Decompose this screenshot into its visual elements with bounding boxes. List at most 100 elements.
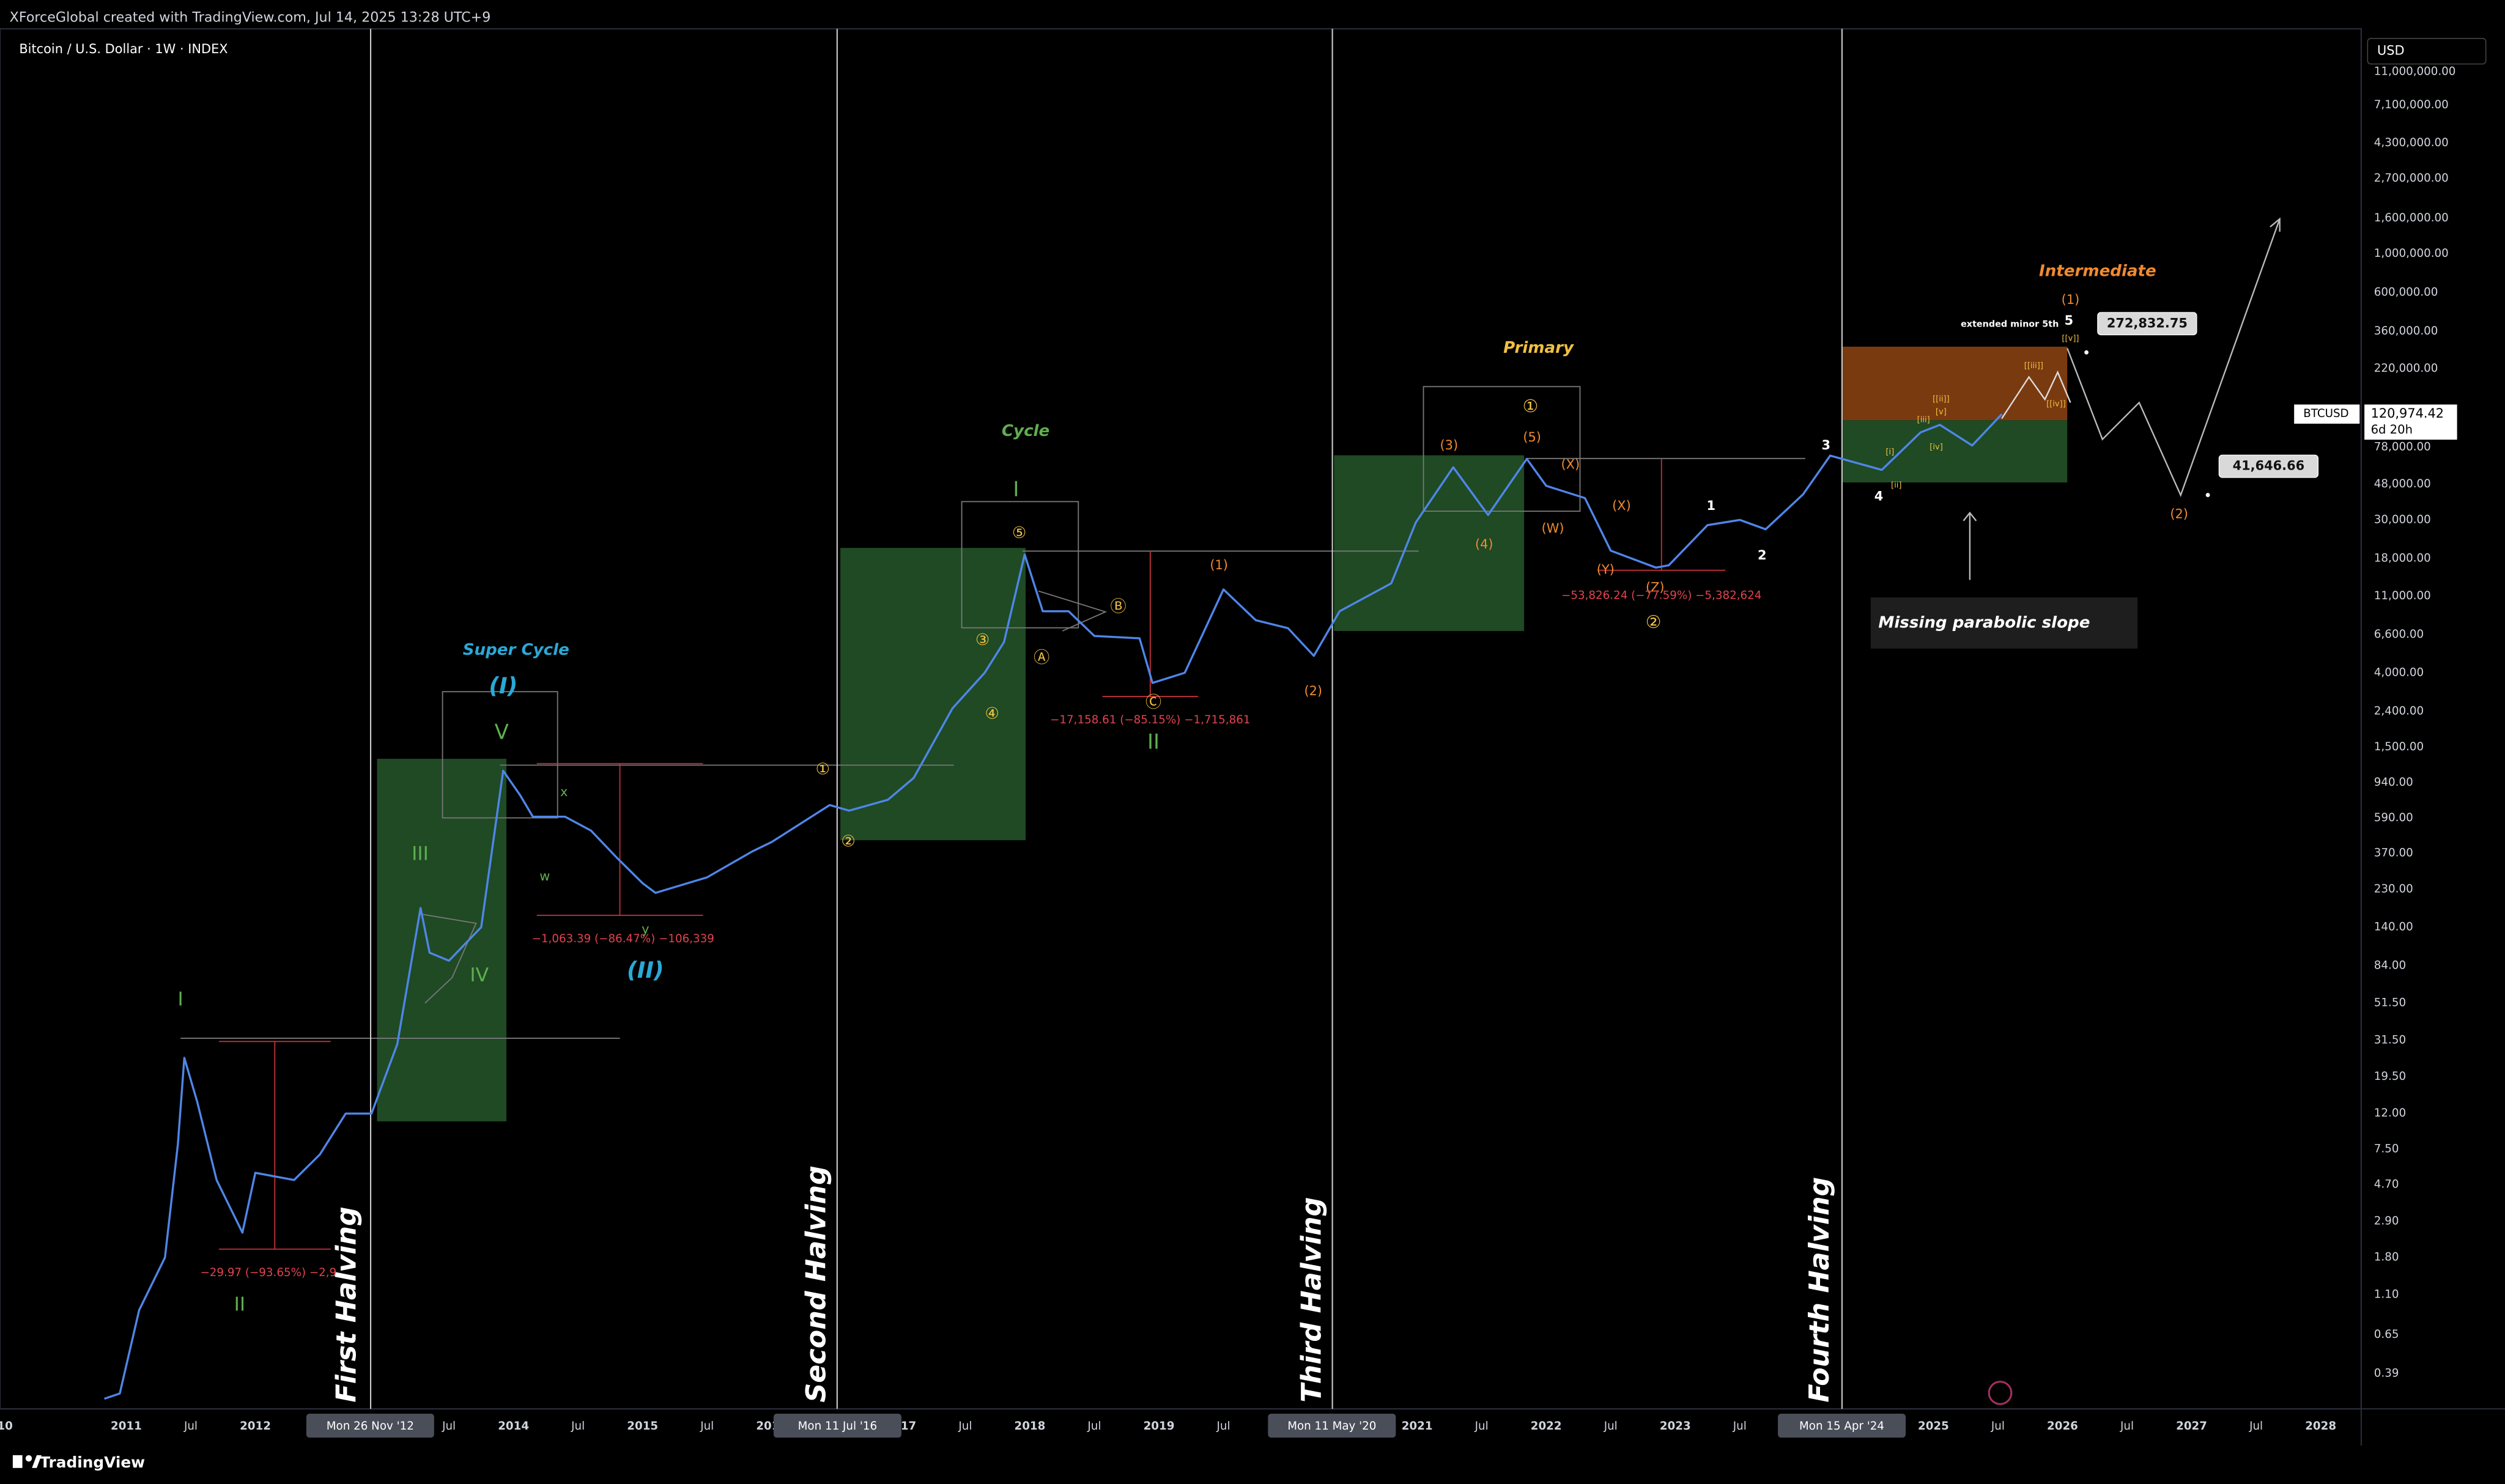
y-tick-label: 4.70 [2374, 1178, 2399, 1191]
note-box [1870, 597, 2138, 649]
header: XForceGlobal created with TradingView.co… [10, 9, 491, 25]
y-tick-label: 230.00 [2374, 883, 2413, 896]
annotation: [[iii]] [2024, 361, 2043, 371]
target-box [2218, 454, 2319, 478]
y-tick-label: 1.80 [2374, 1251, 2399, 1264]
wave-boxes [180, 386, 1805, 1039]
y-tick-label: 4,300,000.00 [2374, 136, 2449, 149]
annotation: −29.97 (−93.65%) −2,9 [200, 1266, 336, 1279]
price-line [104, 413, 2003, 1400]
wave-box [442, 691, 558, 819]
annotation: Primary [1503, 339, 1574, 357]
x-tick-label: 2025 [1918, 1420, 1949, 1433]
y-tick-label: 1,000,000.00 [2374, 247, 2449, 260]
annotation: w [539, 869, 550, 884]
annotation: II [234, 1293, 245, 1315]
annotation: (2) [2170, 506, 2188, 521]
currency: USD [2377, 43, 2405, 58]
annotation: V [495, 720, 509, 745]
target-label: 41,646.66 [2233, 459, 2305, 473]
y-tick-label: 0.39 [2374, 1367, 2399, 1379]
symbol-title: Bitcoin / U.S. Dollar · 1W · INDEX [19, 42, 228, 56]
wave-box [1423, 386, 1581, 512]
halving-tick-box [306, 1413, 434, 1438]
price-box [2364, 404, 2457, 440]
annotation: extended minor 5th [1961, 319, 2059, 329]
halving-label: Fourth Halving [1804, 1177, 1835, 1403]
y-tick-label: 2,400.00 [2374, 705, 2424, 718]
annotation: Missing parabolic slope [1878, 613, 2090, 632]
zone [840, 548, 1026, 841]
annotation: ③ [975, 631, 990, 649]
zone [1841, 346, 2068, 421]
y-tick-label: 2,700,000.00 [2374, 172, 2449, 185]
x-tick-label: Jul [571, 1420, 585, 1433]
x-tick-label: 2023 [1660, 1420, 1691, 1433]
halving-tick-label: Mon 11 Jul '16 [798, 1420, 877, 1433]
target-point [2205, 493, 2210, 497]
annotation: (2) [1304, 684, 1322, 698]
icon [1988, 1381, 2013, 1405]
annotation: ⑤ [1012, 524, 1026, 542]
y-tick-label: 0.65 [2374, 1328, 2399, 1341]
halving-label: Third Halving [1296, 1197, 1327, 1403]
annotation: 5 [2065, 313, 2074, 328]
annotation: (4) [1475, 537, 1493, 552]
annotation: [[v]] [2062, 334, 2079, 343]
annotation: Ⓑ [1111, 597, 1127, 616]
projection-path [2001, 370, 2071, 419]
annotation: [iii] [1917, 416, 1930, 425]
halving-lines [369, 29, 1843, 1409]
annotation: ① [1523, 396, 1539, 416]
halving-label: First Halving [331, 1206, 362, 1402]
annotation: (II) [627, 957, 664, 983]
x-tick-label: Jul [1991, 1420, 2005, 1433]
triangle [418, 913, 477, 1004]
annotation: Cycle [1002, 422, 1049, 440]
x-tick-label: 2012 [240, 1420, 271, 1433]
annotation: (X) [1561, 457, 1580, 471]
target-point [2084, 350, 2089, 355]
currency-box [2367, 38, 2487, 65]
zone [1334, 455, 1525, 631]
x-tick-label: 2027 [2176, 1420, 2207, 1433]
annotation: IV [470, 964, 489, 986]
y-tick-label: 1.10 [2374, 1288, 2399, 1301]
annotation: (3) [1440, 438, 1459, 452]
target-label: 272,832.75 [2107, 316, 2188, 330]
logo-mark [25, 1455, 32, 1462]
x-tick-label: 2026 [2047, 1420, 2078, 1433]
annotation: y [642, 921, 649, 936]
annotation: ② [841, 832, 855, 851]
annotation: (Z) [1646, 580, 1665, 594]
annotation: x [560, 784, 568, 799]
y-tick-label: 2.90 [2374, 1214, 2399, 1227]
y-tick-label: 140.00 [2374, 920, 2413, 933]
price-symbol-box [2294, 404, 2360, 424]
halving-tick-label: Mon 15 Apr '24 [1799, 1420, 1884, 1433]
annotation: 3 [1822, 438, 1831, 452]
y-tick-label: 30,000.00 [2374, 513, 2431, 526]
price-label: 120,974.42 [2371, 406, 2444, 421]
annotation: (Y) [1597, 563, 1615, 577]
annotation: Intermediate [2039, 262, 2156, 281]
y-tick-label: 51.50 [2374, 996, 2406, 1009]
y-tick-label: 7,100,000.00 [2374, 98, 2449, 111]
annotation: (1) [1210, 558, 1228, 572]
annotation: ② [1646, 611, 1662, 632]
x-tick-label: 2028 [2305, 1420, 2336, 1433]
triangle [1038, 590, 1108, 632]
annotation: III [412, 843, 429, 865]
annotation: 4 [1874, 489, 1884, 504]
footer: TradingView [40, 1453, 145, 1471]
x-tick-label: Jul [1604, 1420, 1618, 1433]
x-tick-label: 2021 [1402, 1420, 1433, 1433]
annotation: [iv] [1930, 443, 1943, 452]
halving-label: Second Halving [801, 1165, 832, 1403]
y-tick-label: 48,000.00 [2374, 478, 2431, 490]
annotation: [[ii]] [1933, 395, 1950, 404]
zone [1841, 420, 2068, 483]
y-tick-label: 360,000.00 [2374, 325, 2438, 338]
